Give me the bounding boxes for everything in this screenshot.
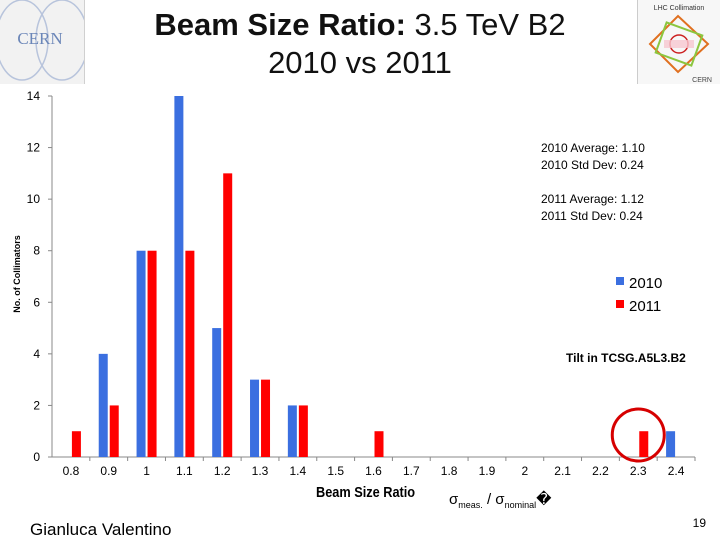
title-bold-part: Beam Size Ratio:	[154, 7, 406, 42]
x-tick-label: 1.6	[365, 464, 382, 478]
x-tick-label: 2	[521, 464, 528, 478]
bar-2010-1.1	[174, 96, 184, 457]
y-axis-label: No. of Collimators	[12, 235, 22, 313]
x-tick-label: 1.9	[479, 464, 496, 478]
cern-logo: CERN	[0, 0, 89, 84]
x-tick-label: 1.1	[176, 464, 193, 478]
legend-label-2010: 2010	[629, 275, 662, 292]
x-tick-label: 1.2	[214, 464, 231, 478]
y-tick-label: 10	[27, 192, 41, 206]
stats-2011-average: 2011 Average: 1.12	[541, 192, 644, 206]
bar-2011-1.1	[185, 250, 195, 457]
bar-2010-2.4	[666, 431, 676, 457]
x-tick-label: 1.3	[252, 464, 269, 478]
author-name: Gianluca Valentino	[30, 520, 172, 539]
highlight-circle	[610, 407, 666, 463]
page-number: 19	[692, 516, 706, 530]
y-tick-label: 14	[27, 89, 41, 103]
bar-2010-1.3	[250, 379, 260, 457]
bar-2011-1.6	[374, 431, 384, 457]
legend: 2010 2011	[616, 275, 662, 315]
bar-2010-1.4	[287, 405, 297, 457]
stats-2010: 2010 Average: 1.10 2010 Std Dev: 0.24	[541, 141, 645, 172]
bar-2010-0.9	[98, 353, 108, 457]
lhc-collimation-logo: LHC Collimation CERN	[637, 0, 720, 84]
bar-2011-1.4	[298, 405, 308, 457]
cern-logo-text: CERN	[17, 29, 62, 48]
stats-2011: 2011 Average: 1.12 2011 Std Dev: 0.24	[541, 192, 644, 223]
y-tick-label: 0	[33, 450, 40, 464]
bar-2011-1	[147, 250, 157, 457]
bar-2011-2.3	[639, 431, 649, 457]
x-axis-label: Beam Size Ratio	[316, 483, 415, 500]
histogram-chart: 0 2 4 6 8 10 12 14 0.8 0.9 1 1.1 1.2 1.3 1.4 1.5 1.6 1.7 1…	[12, 89, 696, 510]
sigma-formula: σmeas. / σnominal�	[449, 490, 552, 510]
tilt-annotation: Tilt in TCSG.A5L3.B2	[566, 351, 686, 365]
stats-2010-average: 2010 Average: 1.10	[541, 141, 645, 155]
y-tick-label: 6	[33, 295, 40, 309]
y-tick-label: 12	[27, 141, 41, 155]
bar-2010-1.2	[212, 328, 222, 457]
bar-2011-1.2	[223, 173, 233, 457]
title-rest-part: 3.5 TeV B2	[405, 7, 566, 42]
stats-2011-stddev: 2011 Std Dev: 0.24	[541, 209, 643, 223]
legend-swatch-2010	[616, 277, 624, 285]
y-tick-label: 4	[33, 347, 40, 361]
stats-2010-stddev: 2010 Std Dev: 0.24	[541, 158, 644, 172]
bar-2011-1.3	[261, 379, 271, 457]
y-tick-label: 8	[33, 244, 40, 258]
x-tick-label: 2.3	[630, 464, 647, 478]
lhc-collimation-graphic: LHC Collimation CERN	[648, 5, 712, 84]
x-tick-label: 1.7	[403, 464, 420, 478]
title-line2: 2010 vs 2011	[268, 45, 452, 80]
legend-label-2011: 2011	[629, 298, 661, 315]
x-tick-label: 2.4	[668, 464, 685, 478]
bar-2011-0.9	[109, 405, 119, 457]
x-tick-label: 1.5	[327, 464, 344, 478]
x-tick-label: 1.8	[441, 464, 458, 478]
bar-2010-1	[136, 250, 146, 457]
lhc-logo-title: LHC Collimation	[654, 5, 705, 12]
legend-swatch-2011	[616, 300, 624, 308]
x-tick-label: 1	[143, 464, 150, 478]
x-tick-label: 0.8	[63, 464, 80, 478]
bar-2011-0.8	[71, 431, 81, 457]
x-tick-label: 0.9	[100, 464, 117, 478]
x-tick-label: 2.1	[554, 464, 571, 478]
x-tick-label: 1.4	[290, 464, 307, 478]
cern-logo-graphic: CERN	[0, 0, 89, 81]
slide-title: Beam Size Ratio: 3.5 TeV B2 2010 vs 2011	[90, 6, 630, 82]
lhc-logo-bottom: CERN	[692, 77, 712, 84]
x-tick-label: 2.2	[592, 464, 609, 478]
y-tick-label: 2	[33, 398, 40, 412]
